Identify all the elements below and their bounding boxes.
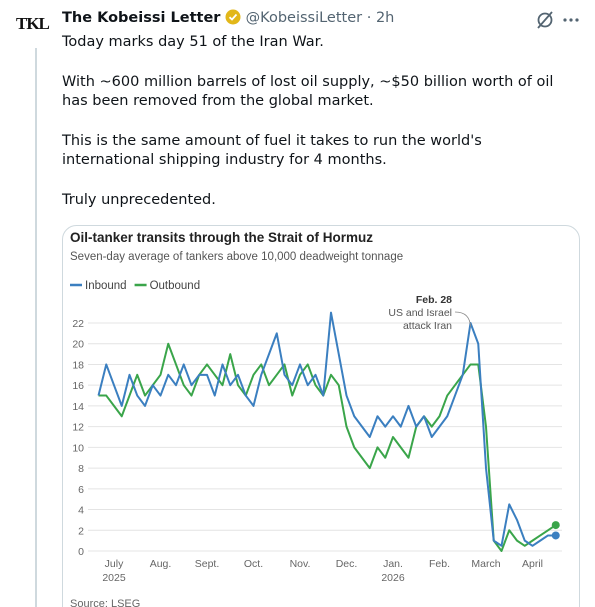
paragraph: This is the same amount of fuel it takes…	[62, 132, 482, 169]
x-tick-label: Nov.	[290, 558, 311, 570]
x-tick-label: Oct.	[244, 558, 263, 570]
post-time[interactable]: 2h	[375, 10, 395, 26]
tweet-body: Today marks day 51 of the Iran War. With…	[62, 33, 557, 230]
y-tick-label: 6	[78, 484, 84, 496]
chart-source: Source: LSEG	[70, 598, 140, 607]
chart-subtitle: Seven-day average of tankers above 10,00…	[70, 251, 403, 263]
y-tick-label: 22	[72, 318, 84, 330]
paragraph: Today marks day 51 of the Iran War.	[62, 34, 324, 50]
x-tick-label: Jan. 2026	[381, 558, 405, 584]
paragraph: With ~600 million barrels of lost oil su…	[62, 73, 554, 110]
tweet-header: The Kobeissi Letter @KobeissiLetter · 2h	[62, 9, 394, 26]
x-tick-label: April	[522, 558, 543, 570]
legend-label: Outbound	[150, 280, 201, 292]
annotation-text: US and Israel attack Iran	[388, 307, 452, 332]
y-tick-label: 14	[72, 401, 84, 413]
y-tick-label: 2	[78, 525, 84, 537]
y-tick-label: 0	[78, 546, 84, 558]
x-tick-label: Dec.	[336, 558, 358, 570]
y-tick-label: 8	[78, 463, 84, 475]
author-name[interactable]: The Kobeissi Letter	[62, 10, 221, 26]
y-tick-label: 18	[72, 359, 84, 371]
y-tick-label: 20	[72, 339, 84, 351]
author-handle[interactable]: @KobeissiLetter	[245, 10, 363, 26]
avatar[interactable]: TKL	[16, 14, 50, 33]
chart-title: Oil-tanker transits through the Strait o…	[70, 230, 373, 245]
grok-icon[interactable]	[537, 11, 553, 29]
y-tick-label: 12	[72, 422, 84, 434]
separator: ·	[362, 10, 376, 26]
more-icon[interactable]	[563, 18, 579, 22]
y-tick-label: 16	[72, 380, 84, 392]
x-tick-label: Aug.	[150, 558, 172, 570]
y-tick-label: 10	[72, 442, 84, 454]
y-tick-label: 4	[78, 505, 84, 517]
annotation-title: Feb. 28	[416, 294, 452, 306]
legend-label: Inbound	[85, 280, 127, 292]
end-point	[551, 521, 560, 530]
end-point	[551, 531, 560, 540]
x-tick-label: July 2025	[102, 558, 126, 584]
series-line	[97, 311, 556, 547]
media-card[interactable]	[62, 225, 580, 607]
x-tick-label: March	[471, 558, 500, 570]
annotation-leader	[454, 311, 471, 328]
paragraph: Truly unprecedented.	[62, 191, 216, 208]
x-tick-label: Feb.	[429, 558, 450, 570]
verified-badge	[225, 9, 241, 25]
x-tick-label: Sept.	[195, 558, 220, 570]
